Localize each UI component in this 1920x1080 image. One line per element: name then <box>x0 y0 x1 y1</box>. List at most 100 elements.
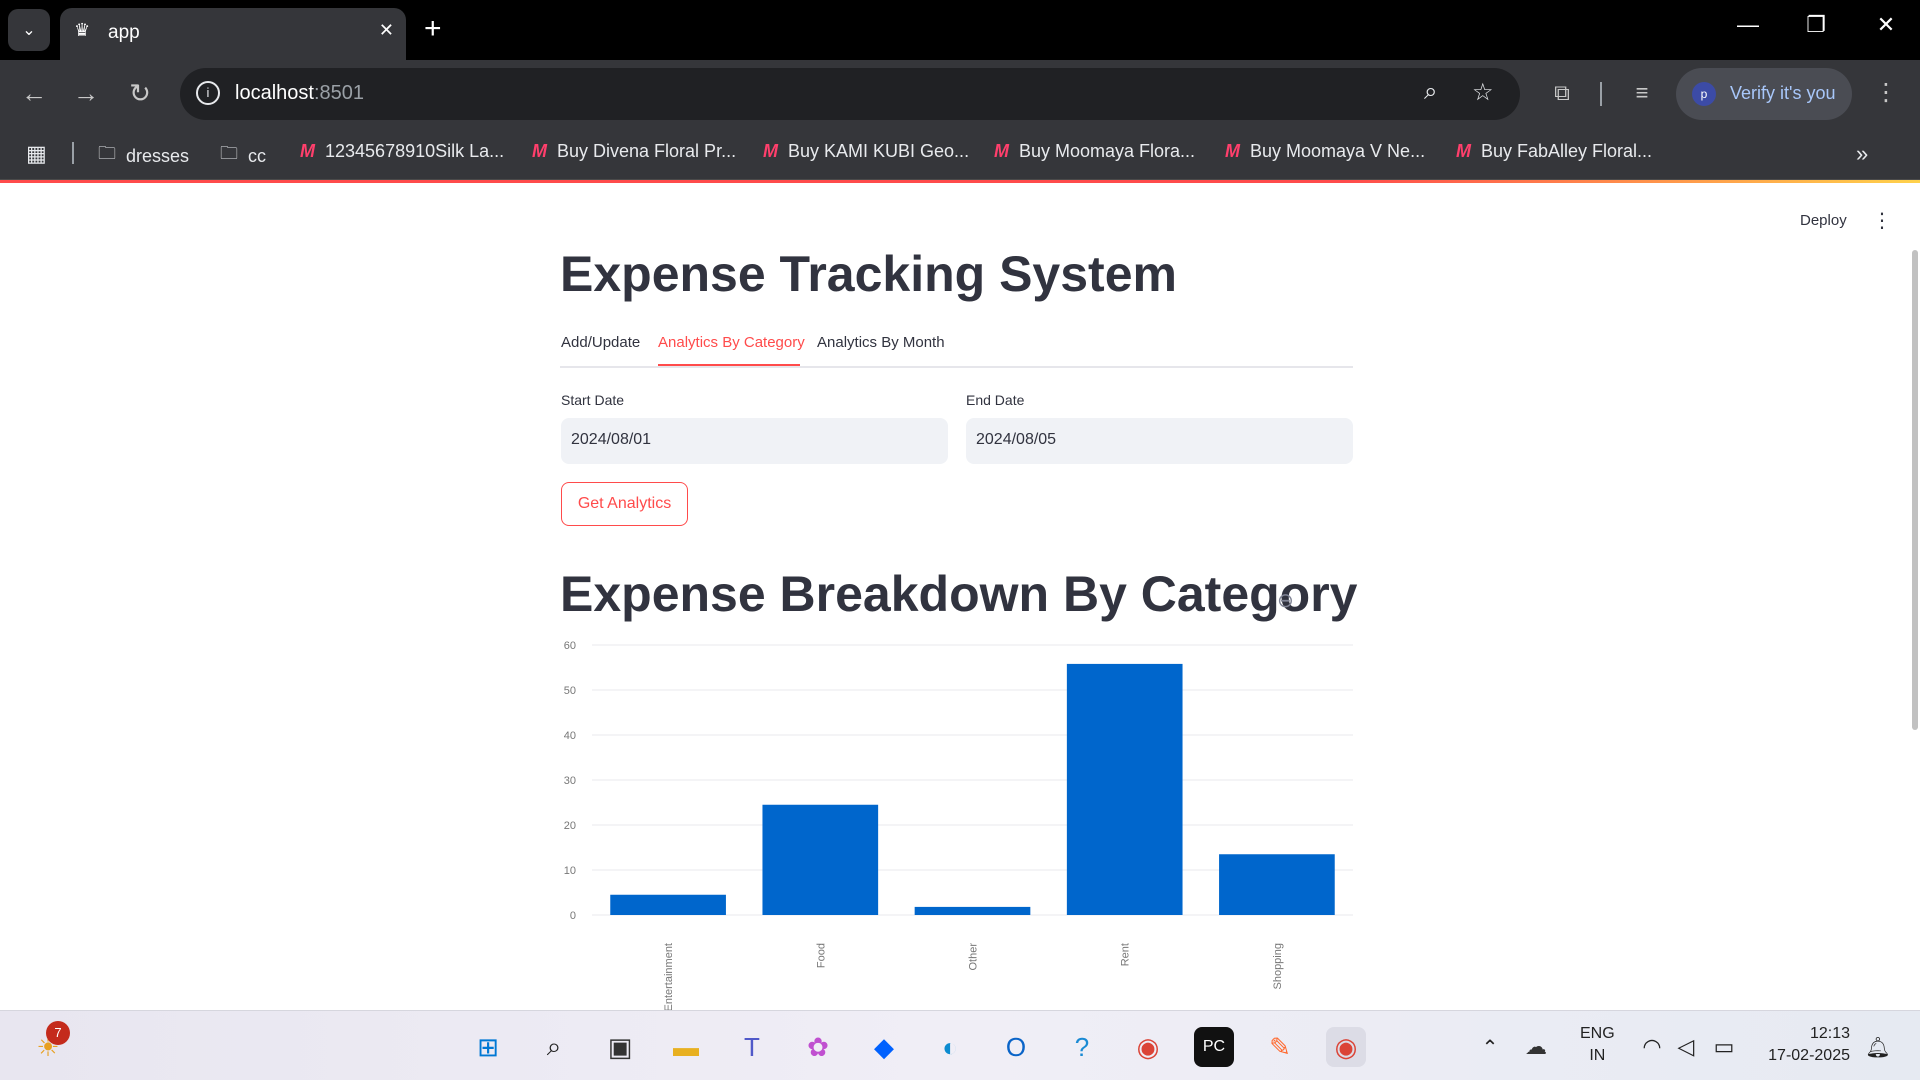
y-tick-label: 50 <box>564 685 576 697</box>
search-icon[interactable]: ⌕ <box>546 1031 562 1061</box>
media-control-icon[interactable]: ≡ <box>1635 80 1649 105</box>
clock[interactable]: 12:13 17-02-2025 <box>1768 1025 1850 1064</box>
volume-icon[interactable]: ◁ <box>1677 1034 1695 1059</box>
apps-grid-icon[interactable]: ▦ <box>26 141 47 166</box>
bookmark-folder[interactable]: 🗀 dresses <box>98 141 189 171</box>
bookmark-divider <box>72 142 74 164</box>
profile-label: Verify it's you <box>1730 83 1836 103</box>
browser-toolbar: ← → ↻ i localhost:8501 ⌕ ☆ ⧉ ≡ p Verify … <box>0 60 1920 128</box>
profile-button[interactable]: p Verify it's you <box>1676 68 1852 120</box>
bookmark-link[interactable]: M Buy Divena Floral Pr... <box>532 141 737 161</box>
page-title: Expense Tracking System <box>560 246 1177 302</box>
browser-tab[interactable]: ♛ app ✕ <box>60 8 406 60</box>
copilot-icon[interactable]: ✿ <box>807 1031 829 1062</box>
main-menu-icon[interactable]: ⋮ <box>1872 210 1892 232</box>
x-tick-label: Rent <box>1120 943 1132 966</box>
chrome-active-icon[interactable]: ◉ <box>1326 1027 1366 1067</box>
wifi-icon[interactable]: ◠ <box>1642 1034 1662 1059</box>
bar <box>610 894 726 915</box>
myntra-icon: M <box>994 141 1009 161</box>
chevron-down-icon: ⌄ <box>22 22 36 39</box>
x-tick-label: Food <box>815 943 827 968</box>
address-bar[interactable]: i localhost:8501 ⌕ ☆ <box>180 68 1520 120</box>
y-tick-label: 60 <box>564 640 576 652</box>
bookmark-star-icon[interactable]: ☆ <box>1472 79 1494 106</box>
x-tick-label: Other <box>968 943 980 971</box>
y-tick-label: 0 <box>570 910 576 922</box>
toolbar-divider <box>1600 82 1602 106</box>
y-tick-label: 40 <box>564 730 576 742</box>
teams-icon[interactable]: T <box>744 1031 760 1062</box>
extensions-icon[interactable]: ⧉ <box>1554 80 1570 105</box>
close-icon[interactable]: ✕ <box>378 20 394 40</box>
taskbar: ☀ 7 ⊞ ⌕ ▣ ▬ T ✿ ◆ ◐ O ? ◉ PC ✎ ◉ ⌃ ☁ ENG… <box>0 1010 1920 1080</box>
more-menu-icon[interactable]: ⋮ <box>1874 79 1898 106</box>
avatar: p <box>1692 82 1716 106</box>
forward-icon[interactable]: → <box>73 78 99 108</box>
bar <box>914 906 1031 915</box>
tab-title: app <box>108 22 140 43</box>
bar <box>762 804 879 915</box>
start-date-label: Start Date <box>561 392 625 408</box>
outlook-icon[interactable]: O <box>1005 1031 1027 1062</box>
bar-chart: 0 10 20 30 40 50 60 Entertainment Food Other Rent S… <box>564 640 1353 1010</box>
edge-icon[interactable]: ◐ <box>942 1031 958 1062</box>
folder-icon: 🗀 <box>98 143 116 163</box>
bookmark-link[interactable]: M Buy Moomaya Flora... <box>994 141 1196 161</box>
browser-tab-strip: ⌄ ♛ app ✕ + — ❐ ✕ <box>0 0 1920 60</box>
back-icon[interactable]: ← <box>21 78 47 108</box>
battery-icon[interactable]: ▭ <box>1713 1034 1735 1059</box>
restore-icon[interactable]: ❐ <box>1806 12 1826 37</box>
tab-analytics-by-month[interactable]: Analytics By Month <box>817 334 945 351</box>
myntra-icon: M <box>532 141 547 161</box>
more-bookmarks-icon[interactable]: » <box>1856 141 1869 166</box>
x-tick-label: Entertainment <box>663 943 675 1010</box>
end-date-input[interactable]: 2024/08/05 <box>966 418 1353 464</box>
chevron-up-icon[interactable]: ⌃ <box>1481 1036 1499 1059</box>
bar <box>1219 854 1335 915</box>
x-tick-label: Shopping <box>1272 943 1284 990</box>
scrollbar[interactable] <box>1912 250 1918 730</box>
tab-analytics-by-category[interactable]: Analytics By Category <box>658 334 805 351</box>
link-icon[interactable]: ⊖ <box>1277 590 1294 612</box>
start-date-input[interactable]: 2024/08/01 <box>561 418 948 464</box>
tab-search-button[interactable]: ⌄ <box>8 9 50 51</box>
zoom-icon[interactable]: ⌕ <box>1424 78 1438 105</box>
site-info-icon[interactable]: i <box>196 81 220 105</box>
onedrive-icon[interactable]: ☁ <box>1525 1034 1547 1059</box>
notification-bell-icon[interactable]: 🔔︎ <box>1865 1036 1891 1059</box>
windows-start-icon[interactable]: ⊞ <box>477 1031 499 1062</box>
y-tick-label: 20 <box>564 820 576 832</box>
y-tick-label: 10 <box>564 865 576 877</box>
tab-bar: Add/Update Analytics By Category Analyti… <box>560 330 1353 368</box>
deploy-button[interactable]: Deploy <box>1800 212 1847 229</box>
dropbox-icon[interactable]: ◆ <box>874 1031 894 1062</box>
file-explorer-icon[interactable]: ▬ <box>673 1031 699 1062</box>
myntra-icon: M <box>763 141 778 161</box>
streamlit-favicon-icon: ♛ <box>74 20 91 40</box>
help-icon[interactable]: ? <box>1074 1031 1090 1062</box>
reload-icon[interactable]: ↻ <box>129 78 151 108</box>
section-title: Expense Breakdown By Category <box>560 566 1358 622</box>
language-indicator[interactable]: ENG IN <box>1580 1025 1615 1064</box>
task-view-icon[interactable]: ▣ <box>607 1031 633 1062</box>
pycharm-icon[interactable]: PC <box>1194 1027 1234 1067</box>
folder-icon: 🗀 <box>220 143 238 163</box>
minimize-icon[interactable]: — <box>1737 12 1759 37</box>
chrome-icon[interactable]: ◉ <box>1136 1031 1160 1062</box>
end-date-label: End Date <box>966 392 1025 408</box>
myntra-icon: M <box>1456 141 1471 161</box>
tab-add-update[interactable]: Add/Update <box>561 334 641 351</box>
bookmark-link[interactable]: M Buy Moomaya V Ne... <box>1225 141 1426 161</box>
bookmark-link[interactable]: M Buy FabAlley Floral... <box>1456 141 1653 161</box>
bookmark-link[interactable]: M Buy KAMI KUBI Geo... <box>763 141 970 161</box>
new-tab-button[interactable]: + <box>424 12 442 45</box>
bookmark-link[interactable]: M 12345678910Silk La... <box>300 141 505 161</box>
bookmark-folder[interactable]: 🗀 cc <box>220 141 266 171</box>
window-close-icon[interactable]: ✕ <box>1876 12 1896 37</box>
myntra-icon: M <box>300 141 315 161</box>
postman-icon[interactable]: ✎ <box>1269 1031 1291 1062</box>
notification-badge: 7 <box>46 1021 70 1045</box>
get-analytics-button[interactable]: Get Analytics <box>561 482 688 526</box>
